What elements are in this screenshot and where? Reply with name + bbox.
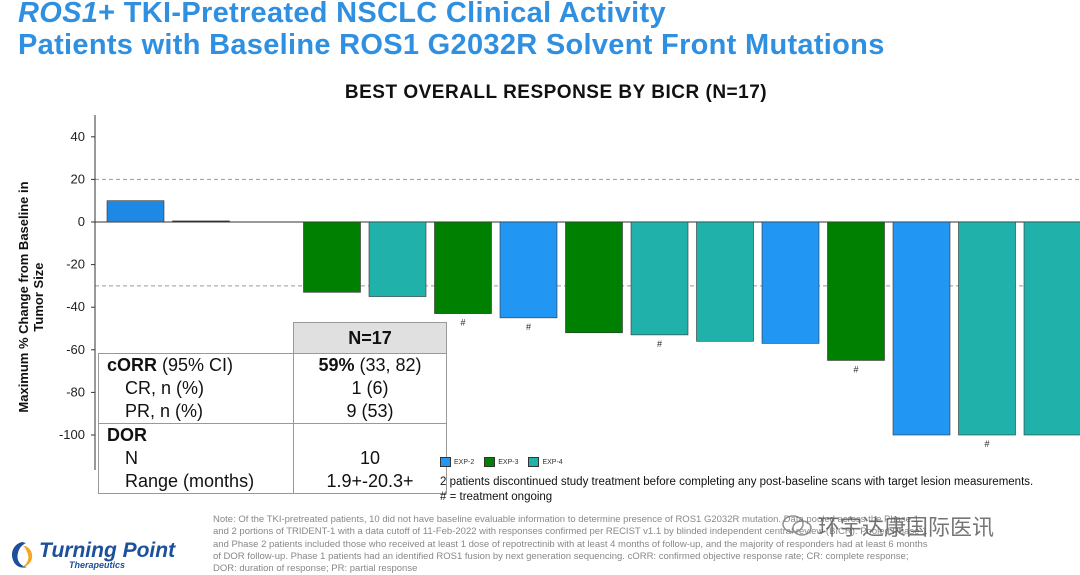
watermark: 环宇达康国际医讯 [782,510,994,542]
range-label: Range (months) [99,470,294,494]
wechat-icon [782,514,812,538]
n-label: N [99,447,294,470]
range-value: 1.9+-20.3+ [294,470,447,494]
bar [697,222,754,341]
y-tick-label: 20 [71,171,85,186]
ongoing-marker: # [460,318,465,328]
table-header: N=17 [294,323,447,354]
ongoing-marker: # [984,439,989,449]
bar [173,221,230,222]
legend-label: EXP-3 [498,459,518,466]
watermark-text: 环宇达康国际医讯 [818,510,994,542]
dor-label-cell: DOR [99,424,294,448]
ongoing-marker: # [657,339,662,349]
y-tick-label: 40 [71,129,85,144]
cr-label: CR, n (%) [99,377,294,400]
y-tick-label: -40 [66,299,85,314]
discontinued-note: 2 patients discontinued study treatment … [440,476,1033,488]
corr-ci-label: (95% CI) [157,355,233,375]
corr-range: (33, 82) [354,355,421,375]
y-tick-label: -20 [66,257,85,272]
y-tick-label: -60 [66,342,85,357]
corr-label: cORR [107,355,157,375]
bar [1024,222,1080,435]
bar [631,222,688,335]
legend-swatch [440,457,451,467]
pr-value: 9 (53) [294,400,447,424]
company-logo: Turning Point Therapeutics [8,540,175,570]
ongoing-note: # = treatment ongoing [440,491,552,503]
dor-label: DOR [107,425,147,445]
response-table: N=17 cORR (95% CI) 59% (33, 82) CR, n (%… [98,322,447,494]
bar [828,222,885,360]
legend-label: EXP-4 [542,459,562,466]
pr-label: PR, n (%) [99,400,294,424]
legend-swatch [528,457,539,467]
chart-legend: EXP-2 EXP-3 EXP-4 [440,457,563,467]
cr-value: 1 (6) [294,377,447,400]
legend-item-exp4: EXP-4 [528,457,562,467]
bar [435,222,492,314]
y-tick-label: -80 [66,384,85,399]
bar [107,201,164,222]
legend-label: EXP-2 [454,459,474,466]
logo-icon [8,540,36,570]
corr-pct: 59% [318,355,354,375]
bar [959,222,1016,435]
bar [566,222,623,333]
logo-name: Turning Point [39,540,175,562]
bar [369,222,426,297]
corr-value-cell: 59% (33, 82) [294,354,447,378]
y-tick-label: 0 [78,214,85,229]
n-value: 10 [294,447,447,470]
legend-swatch [484,457,495,467]
y-tick-label: -100 [59,427,85,442]
bar [500,222,557,318]
bar [762,222,819,343]
corr-label-cell: cORR (95% CI) [99,354,294,378]
legend-item-exp2: EXP-2 [440,457,474,467]
legend-item-exp3: EXP-3 [484,457,518,467]
bar [893,222,950,435]
ongoing-marker: # [526,322,531,332]
ongoing-marker: # [853,364,858,374]
bar [304,222,361,292]
